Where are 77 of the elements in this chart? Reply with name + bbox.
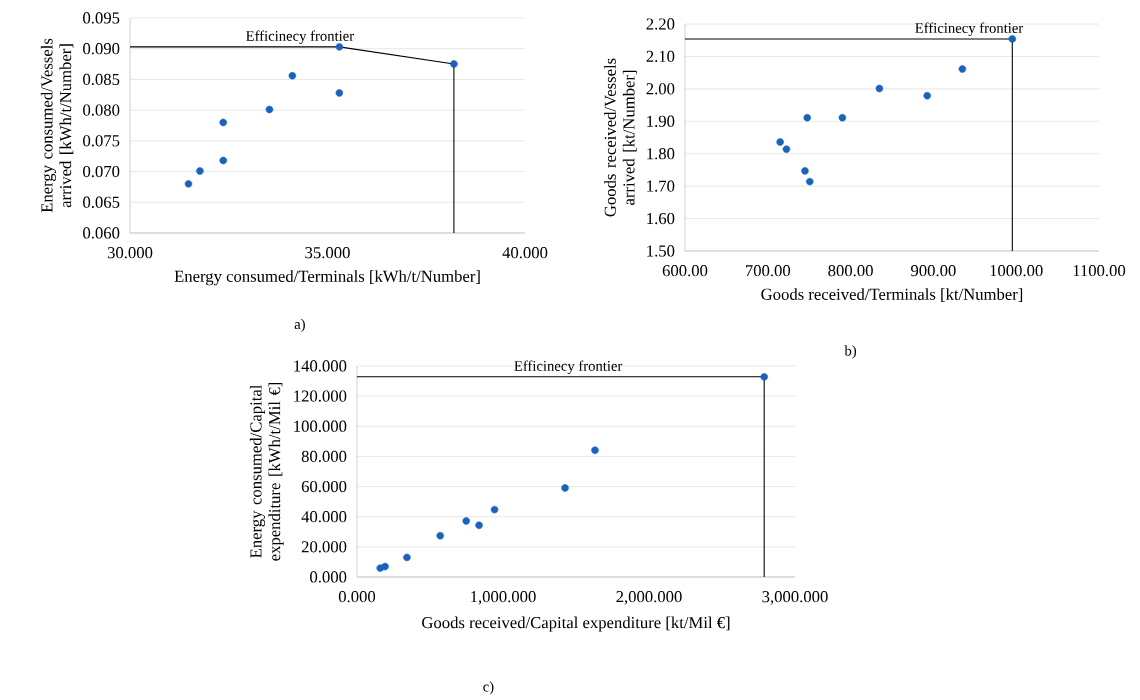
y-tick-label: 140.000: [294, 360, 347, 372]
x-tick-label: 1,000.000: [471, 591, 536, 605]
y-tick-label: 1.90: [647, 115, 675, 127]
y-tick-label: 120.000: [294, 390, 347, 402]
y-tick-label: 1.50: [647, 245, 675, 257]
point: [561, 484, 569, 492]
point: [490, 505, 499, 514]
y-tick-label: 0.095: [83, 12, 120, 24]
y-tick-label: 0.080: [83, 104, 120, 116]
point: [219, 156, 227, 165]
point: [801, 167, 809, 175]
point: [806, 177, 814, 186]
point: [838, 113, 847, 122]
point: [288, 72, 297, 80]
point: [591, 446, 599, 454]
y-axis-title: Energy consumed/Capital expenditure [kWh/t/Mil €]: [249, 382, 284, 561]
x-tick-label: 3,000.000: [762, 591, 828, 605]
y-tick-label: 80.000: [301, 450, 347, 463]
y-axis-title: Goods received/Vessels arrived [kt/Number]: [604, 58, 637, 217]
y-tick-label: 1.70: [647, 180, 675, 192]
point: [196, 167, 204, 175]
point: [462, 517, 470, 525]
x-tick-label: 600.00: [662, 265, 708, 277]
y-tick-label: 2.20: [646, 18, 675, 30]
point: [875, 84, 884, 93]
y-tick-label: 1.80: [647, 148, 675, 160]
point: [219, 118, 227, 127]
point: [335, 89, 344, 97]
point: [803, 113, 811, 122]
x-tick-label: 900.00: [911, 265, 956, 277]
text: a): [294, 318, 305, 333]
point: [265, 105, 274, 114]
y-tick-label: 60.000: [301, 480, 347, 493]
annotation: Efficinecy frontier: [915, 22, 1024, 36]
y-tick-label: 0.065: [83, 196, 120, 208]
point: [403, 553, 411, 562]
y-tick-label: 40.000: [301, 511, 347, 523]
x-axis-title: Energy consumed/Terminals [kWh/t/Number]: [174, 270, 480, 286]
y-tick-label: 0.070: [83, 165, 120, 178]
x-tick-label: 1000.00: [990, 265, 1043, 277]
annotation: Efficinecy frontier: [246, 30, 354, 44]
point: [760, 373, 768, 381]
text: c): [483, 681, 494, 695]
point: [381, 562, 389, 571]
y-tick-label: 1.60: [647, 212, 675, 225]
text: b): [844, 345, 857, 359]
point: [782, 145, 791, 153]
point: [335, 43, 344, 51]
y-tick-label: 100.000: [294, 420, 347, 432]
point: [923, 91, 931, 100]
point: [776, 138, 784, 146]
x-tick-label: 1100.00: [1073, 265, 1126, 277]
y-tick-label: 0.060: [83, 227, 120, 239]
x-tick-label: 800.00: [828, 265, 873, 277]
y-tick-label: 0.090: [83, 43, 120, 55]
x-tick-label: 35.000: [305, 247, 350, 259]
y-axis-title: Energy consumed/Vessels arrived [kWh/t/Number]: [40, 38, 74, 213]
y-tick-label: 0.075: [83, 135, 120, 147]
point: [450, 60, 458, 68]
point: [475, 521, 483, 530]
y-tick-label: 20.000: [301, 541, 347, 553]
y-tick-label: 2.10: [646, 50, 675, 63]
x-tick-label: 0.000: [338, 591, 376, 603]
x-tick-label: 2,000.000: [616, 591, 682, 605]
x-tick-label: 40.000: [502, 247, 548, 259]
point: [1008, 35, 1017, 43]
x-axis-title: Goods received/Capital expenditure [kt/Mil €]: [422, 616, 730, 632]
x-tick-label: 700.00: [745, 265, 791, 277]
point: [184, 180, 193, 188]
x-tick-label: 30.000: [107, 247, 153, 259]
point: [958, 65, 967, 73]
y-tick-label: 2.00: [646, 83, 675, 95]
annotation: Efficinecy frontier: [514, 360, 623, 374]
x-axis-title: Goods received/Terminals [kt/Number]: [761, 288, 1023, 302]
y-tick-label: 0.085: [83, 73, 120, 86]
y-tick-label: 0.000: [310, 571, 347, 583]
point: [436, 531, 444, 540]
